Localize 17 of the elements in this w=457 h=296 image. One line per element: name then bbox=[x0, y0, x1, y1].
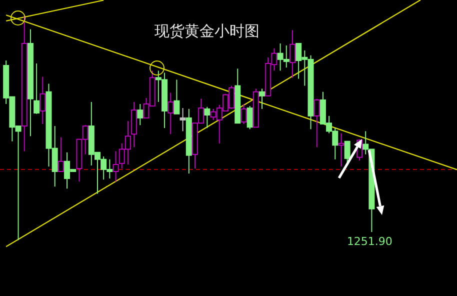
candlestick bbox=[174, 79, 180, 114]
candlestick bbox=[168, 92, 174, 135]
candlestick bbox=[289, 30, 296, 78]
candlestick bbox=[34, 62, 40, 114]
candlestick bbox=[112, 150, 119, 182]
candlestick bbox=[137, 103, 144, 126]
candlestick bbox=[246, 106, 253, 130]
annotation: 1251.90 bbox=[346, 235, 392, 248]
candlestick bbox=[58, 136, 64, 172]
candlestick bbox=[338, 132, 344, 168]
candlestick bbox=[240, 103, 247, 125]
candlestick bbox=[40, 76, 46, 125]
candlestick bbox=[180, 108, 186, 132]
candlestick bbox=[204, 106, 210, 129]
candlestick bbox=[259, 88, 266, 110]
text: 现货黄金小时图 bbox=[154, 22, 260, 40]
candlestick bbox=[314, 98, 320, 148]
